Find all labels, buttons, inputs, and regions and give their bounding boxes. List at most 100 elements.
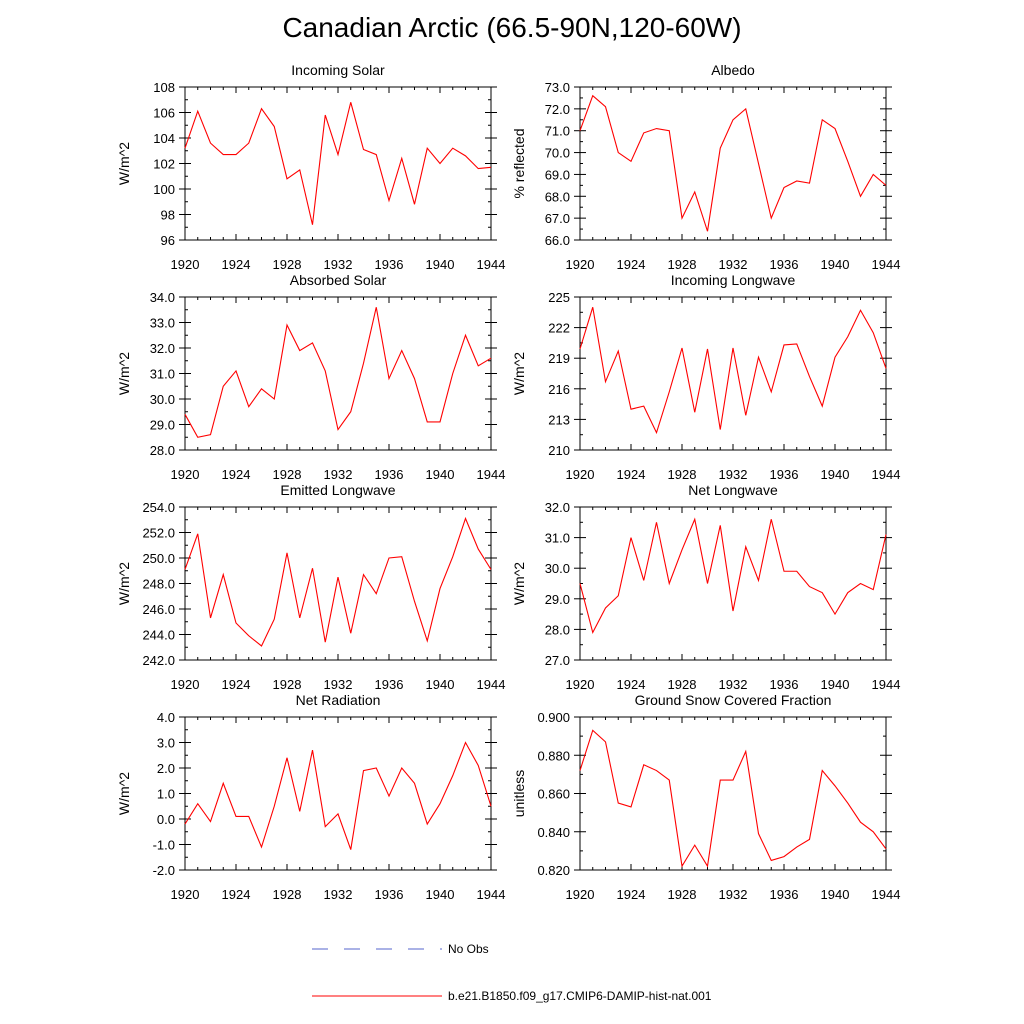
y-tick-label: 1.0 [157,787,175,802]
x-tick-label: 1932 [324,467,353,482]
x-tick-label: 1924 [617,257,646,272]
series-line-0 [184,102,492,225]
x-tick-label: 1940 [821,257,850,272]
y-tick-label: 244.0 [142,628,175,643]
y-tick-label: 30.0 [545,561,570,576]
x-tick-label: 1928 [668,257,697,272]
series-line-0 [579,517,887,634]
x-tick-label: 1940 [821,887,850,902]
y-tick-label: 225 [548,290,570,305]
x-tick-label: 1920 [566,257,595,272]
x-tick-label: 1928 [668,467,697,482]
x-tick-label: 1936 [770,257,799,272]
y-tick-label: 252.0 [142,526,175,541]
panel-title: Incoming Solar [291,62,385,78]
x-tick-label: 1920 [566,467,595,482]
y-tick-label: 70.0 [545,146,570,161]
y-tick-label: 31.0 [545,531,570,546]
y-axis-label: W/m^2 [116,142,132,185]
y-tick-label: 4.0 [157,710,175,725]
y-axis-label: % reflected [511,128,527,198]
x-tick-label: 1936 [375,887,404,902]
y-tick-label: 104 [153,131,175,146]
panel-title: Absorbed Solar [290,272,387,288]
x-tick-label: 1936 [375,677,404,692]
x-tick-label: 1920 [171,467,200,482]
y-tick-label: 0.860 [537,787,570,802]
y-tick-label: 102 [153,157,175,172]
x-tick-label: 1940 [426,677,455,692]
x-tick-label: 1932 [324,677,353,692]
x-tick-label: 1920 [171,887,200,902]
series-line-0 [579,94,887,232]
y-tick-label: 96 [161,233,175,248]
series-line-0 [184,307,492,438]
x-tick-label: 1924 [617,467,646,482]
y-tick-label: 73.0 [545,80,570,95]
y-tick-label: 0.0 [157,812,175,827]
x-tick-label: 1932 [719,257,748,272]
x-tick-label: 1932 [324,257,353,272]
y-tick-label: 0.840 [537,825,570,840]
x-tick-label: 1932 [324,887,353,902]
panel-title: Net Radiation [296,692,381,708]
x-tick-label: 1944 [872,467,901,482]
panel-title: Emitted Longwave [280,482,395,498]
y-tick-label: 246.0 [142,602,175,617]
series-line-0 [184,516,492,647]
y-tick-label: 66.0 [545,233,570,248]
x-tick-label: 1928 [273,467,302,482]
x-tick-label: 1940 [821,467,850,482]
x-tick-label: 1928 [668,677,697,692]
x-tick-label: 1920 [171,257,200,272]
y-tick-label: 67.0 [545,211,570,226]
y-axis-label: W/m^2 [116,562,132,605]
y-tick-label: 71.0 [545,124,570,139]
x-tick-label: 1924 [222,677,251,692]
x-tick-label: 1920 [566,677,595,692]
chart-panel-0: Incoming Solar W/m^2 1920 1924 1928 1932 1936 1… [116,62,505,272]
y-tick-label: 33.0 [150,316,175,331]
x-tick-label: 1944 [477,467,506,482]
x-tick-label: 1944 [477,257,506,272]
x-tick-label: 1928 [273,887,302,902]
y-tick-label: 219 [548,351,570,366]
x-tick-label: 1936 [375,257,404,272]
y-axis-label: unitless [511,770,527,817]
y-tick-label: 216 [548,382,570,397]
y-tick-label: 72.0 [545,102,570,117]
x-tick-label: 1940 [426,887,455,902]
y-tick-label: 32.0 [545,500,570,515]
panel-title: Incoming Longwave [671,272,796,288]
y-tick-label: 34.0 [150,290,175,305]
plot-frame [579,506,887,661]
legend-entry-model: b.e21.B1850.f09_g17.CMIP6-DAMIP-hist-nat… [312,989,711,1003]
chart-panel-5: Net Longwave W/m^2 1920 1924 1928 1932 1936 194… [511,482,900,692]
y-tick-label: 106 [153,106,175,121]
chart-panel-6: Net Radiation W/m^2 1920 1924 1928 1932 1936 19… [116,692,505,902]
x-tick-label: 1928 [668,887,697,902]
x-tick-label: 1924 [222,257,251,272]
x-tick-label: 1932 [719,887,748,902]
y-tick-label: 27.0 [545,653,570,668]
y-tick-label: 31.0 [150,367,175,382]
y-tick-label: 222 [548,321,570,336]
x-tick-label: 1944 [872,677,901,692]
x-tick-label: 1924 [222,887,251,902]
y-tick-label: 0.900 [537,710,570,725]
x-tick-label: 1928 [273,257,302,272]
plot-frame [184,86,492,241]
y-axis-label: W/m^2 [116,772,132,815]
legend-line-solid [312,995,442,997]
series-line-0 [579,729,887,868]
chart-panel-3: Incoming Longwave W/m^2 1920 1924 1928 1932 19… [511,272,900,482]
figure-title: Canadian Arctic (66.5-90N,120-60W) [282,12,742,43]
legend-line-dashed [312,948,442,950]
legend-label-no-obs: No Obs [448,942,489,956]
y-tick-label: 210 [548,443,570,458]
series-line-0 [579,307,887,435]
y-axis-label: W/m^2 [511,562,527,605]
y-tick-label: 100 [153,182,175,197]
x-tick-label: 1940 [426,467,455,482]
